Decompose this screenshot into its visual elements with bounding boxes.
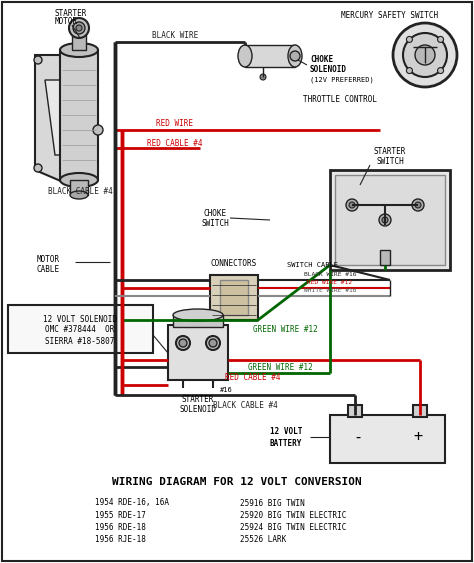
- Ellipse shape: [288, 45, 302, 67]
- Circle shape: [34, 164, 42, 172]
- Text: STARTER: STARTER: [374, 148, 406, 157]
- Text: BLACK WIRE: BLACK WIRE: [152, 32, 198, 41]
- Bar: [245, 45, 295, 67]
- Text: RED WIRE: RED WIRE: [156, 119, 193, 128]
- Text: SIERRA #18-5807: SIERRA #18-5807: [46, 337, 115, 346]
- Circle shape: [415, 202, 421, 208]
- Text: #16: #16: [220, 387, 233, 393]
- Text: 1956 RDE-18: 1956 RDE-18: [95, 522, 146, 531]
- Ellipse shape: [238, 45, 252, 67]
- Circle shape: [93, 125, 103, 135]
- Bar: [168, 325, 228, 380]
- Text: SWITCH CABLE: SWITCH CABLE: [287, 262, 338, 268]
- Text: BLACK WIRE #16: BLACK WIRE #16: [304, 272, 356, 278]
- Ellipse shape: [173, 309, 223, 321]
- Text: SWITCH: SWITCH: [376, 158, 404, 167]
- Bar: [8, 305, 153, 353]
- Bar: [348, 405, 362, 417]
- Text: BLACK CABLE #4: BLACK CABLE #4: [47, 187, 112, 196]
- Circle shape: [34, 56, 42, 64]
- Text: 1956 RJE-18: 1956 RJE-18: [95, 534, 146, 543]
- Bar: [330, 415, 445, 463]
- Circle shape: [209, 339, 217, 347]
- Circle shape: [403, 33, 447, 77]
- Bar: [380, 250, 390, 265]
- Text: MOTOR: MOTOR: [36, 256, 60, 265]
- Text: +: +: [413, 430, 422, 445]
- Text: 25526 LARK: 25526 LARK: [240, 534, 286, 543]
- Circle shape: [88, 164, 96, 172]
- FancyBboxPatch shape: [335, 175, 445, 265]
- Bar: [413, 405, 427, 417]
- Circle shape: [382, 217, 388, 223]
- Text: RED WIRE #12: RED WIRE #12: [308, 280, 353, 285]
- Text: RED CABLE #4: RED CABLE #4: [225, 373, 281, 382]
- Circle shape: [176, 336, 190, 350]
- Text: OMC #378444  OR: OMC #378444 OR: [46, 325, 115, 334]
- Polygon shape: [45, 80, 85, 155]
- Text: BLACK CABLE #4: BLACK CABLE #4: [213, 401, 277, 410]
- Text: MERCURY SAFETY SWITCH: MERCURY SAFETY SWITCH: [341, 11, 438, 20]
- Circle shape: [415, 45, 435, 65]
- Text: (12V PREFERRED): (12V PREFERRED): [310, 77, 374, 83]
- Circle shape: [406, 37, 412, 42]
- Circle shape: [406, 68, 412, 74]
- Text: 25920 BIG TWIN ELECTRIC: 25920 BIG TWIN ELECTRIC: [240, 511, 346, 520]
- Circle shape: [179, 339, 187, 347]
- Circle shape: [393, 23, 457, 87]
- Ellipse shape: [60, 173, 98, 187]
- Circle shape: [76, 25, 82, 31]
- Text: CHOKE: CHOKE: [310, 56, 333, 65]
- Circle shape: [69, 18, 89, 38]
- Text: CONNECTORS: CONNECTORS: [211, 260, 257, 269]
- Circle shape: [206, 336, 220, 350]
- Text: 12 VOLT: 12 VOLT: [270, 427, 302, 436]
- Bar: [60, 50, 98, 180]
- Text: 25916 BIG TWIN: 25916 BIG TWIN: [240, 498, 305, 507]
- Text: 1955 RDE-17: 1955 RDE-17: [95, 511, 146, 520]
- Text: BATTERY: BATTERY: [270, 439, 302, 448]
- Text: MOTOR: MOTOR: [55, 17, 78, 26]
- Circle shape: [88, 56, 96, 64]
- Text: -: -: [354, 430, 363, 445]
- Ellipse shape: [70, 191, 88, 199]
- Text: GREEN WIRE #12: GREEN WIRE #12: [253, 325, 318, 334]
- Circle shape: [412, 199, 424, 211]
- Text: SOLENOID: SOLENOID: [310, 65, 347, 74]
- Text: WHITE WIRE #16: WHITE WIRE #16: [304, 288, 356, 293]
- Circle shape: [349, 202, 355, 208]
- Circle shape: [290, 51, 300, 61]
- Circle shape: [379, 214, 391, 226]
- Polygon shape: [210, 275, 258, 320]
- Text: RED CABLE #4: RED CABLE #4: [147, 138, 203, 148]
- Text: 12 VOLT SOLENOID: 12 VOLT SOLENOID: [43, 315, 117, 324]
- Text: WIRING DIAGRAM FOR 12 VOLT CONVERSION: WIRING DIAGRAM FOR 12 VOLT CONVERSION: [112, 477, 362, 487]
- Bar: [173, 315, 223, 327]
- Circle shape: [346, 199, 358, 211]
- Text: GREEN WIRE #12: GREEN WIRE #12: [247, 363, 312, 372]
- Text: CHOKE: CHOKE: [203, 208, 227, 217]
- Text: 1954 RDE-16, 16A: 1954 RDE-16, 16A: [95, 498, 169, 507]
- Text: STARTER: STARTER: [55, 8, 87, 17]
- Polygon shape: [35, 55, 95, 185]
- Bar: [72, 28, 86, 50]
- Text: THROTTLE CONTROL: THROTTLE CONTROL: [303, 96, 377, 105]
- Circle shape: [438, 37, 444, 42]
- Text: STARTER: STARTER: [182, 395, 214, 404]
- Ellipse shape: [60, 43, 98, 57]
- Polygon shape: [220, 280, 248, 315]
- Bar: [70, 180, 88, 195]
- Text: CABLE: CABLE: [36, 266, 60, 275]
- FancyBboxPatch shape: [330, 170, 450, 270]
- Circle shape: [260, 74, 266, 80]
- Circle shape: [438, 68, 444, 74]
- Text: 25924 BIG TWIN ELECTRIC: 25924 BIG TWIN ELECTRIC: [240, 522, 346, 531]
- Text: SOLENOID: SOLENOID: [180, 405, 217, 414]
- Circle shape: [73, 22, 85, 34]
- Text: SWITCH: SWITCH: [201, 220, 229, 229]
